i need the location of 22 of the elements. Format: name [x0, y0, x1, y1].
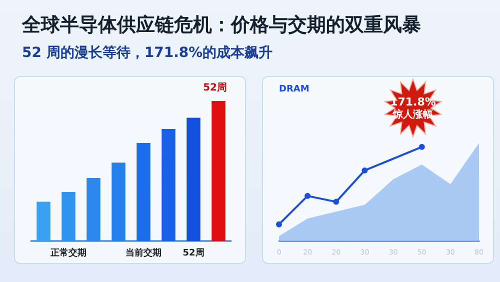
chart-title: 全球半导体供应链危机：价格与交期的双重风暴 — [22, 13, 421, 38]
x-tick-label: 正常交期 — [50, 248, 86, 258]
bar — [62, 192, 76, 241]
bar — [212, 101, 226, 241]
x-tick-label: 52周 — [182, 248, 204, 258]
y-axis-title: DRAM — [279, 84, 310, 94]
bar — [186, 118, 200, 241]
x-tick-label: 当前交期 — [126, 248, 162, 258]
point — [276, 221, 282, 228]
text: 171.8% — [390, 96, 436, 108]
point — [418, 144, 425, 150]
bar — [86, 178, 100, 241]
bar — [162, 129, 176, 241]
text: 52周 — [203, 82, 228, 94]
text: 惊人涨幅 — [392, 108, 433, 120]
bar — [112, 162, 126, 241]
point — [304, 192, 311, 199]
point — [333, 198, 340, 205]
chart-subtitle: 52 周的漫长等待，171.8%的成本飙升 — [22, 44, 273, 62]
point — [362, 167, 368, 174]
bar — [36, 202, 50, 241]
bar — [136, 143, 150, 241]
